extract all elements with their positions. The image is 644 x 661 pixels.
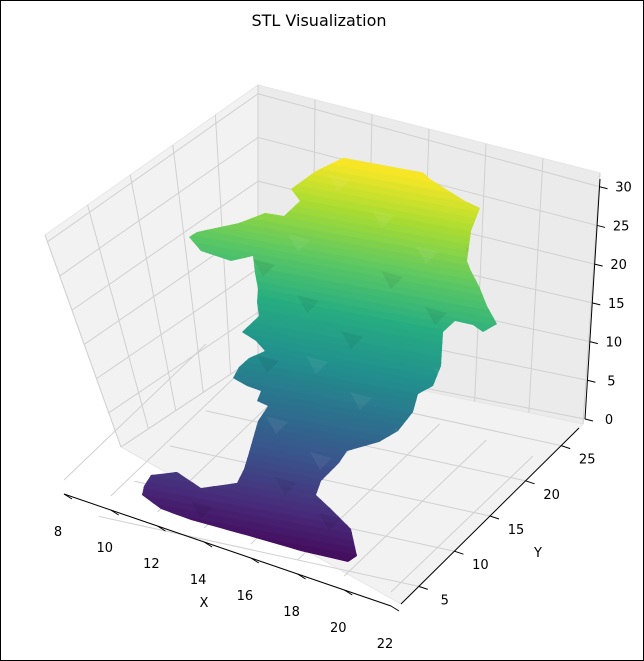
y-axis-label: Y bbox=[533, 546, 542, 561]
mesh-facet bbox=[266, 416, 288, 434]
grid-line-z-left bbox=[47, 93, 259, 243]
mesh-facet bbox=[425, 307, 447, 325]
mesh-facet bbox=[350, 392, 372, 410]
mesh-facet bbox=[416, 246, 438, 264]
z-tick-mark bbox=[587, 379, 596, 383]
z-tick-label: 5 bbox=[607, 374, 615, 389]
grid-line-left bbox=[172, 144, 204, 393]
mesh-facet bbox=[306, 356, 328, 374]
grid-line-back bbox=[582, 172, 601, 425]
z-tick-label: 0 bbox=[605, 413, 613, 428]
z-tick-mark bbox=[596, 224, 606, 228]
z-tick-label: 10 bbox=[606, 336, 623, 351]
x-tick-label: 20 bbox=[330, 621, 347, 636]
grid-line-back bbox=[474, 143, 487, 402]
grid-line-x bbox=[390, 455, 534, 593]
grid-line-z-left bbox=[71, 180, 259, 311]
mesh-facet bbox=[235, 537, 257, 555]
axis-ticks: 8 10 12 14 16 18 20 22 5 10 15 20 25 0 5 10 15 20 25 30 bbox=[54, 178, 632, 652]
grid-line-left bbox=[87, 204, 149, 429]
y-tick-mark bbox=[454, 550, 464, 555]
mesh-facet bbox=[310, 452, 332, 470]
y-axis-line bbox=[400, 427, 580, 605]
x-tick-mark bbox=[390, 605, 400, 612]
mesh-facet bbox=[372, 210, 394, 228]
grid-line-z-left bbox=[108, 311, 259, 414]
grid-line-back bbox=[528, 158, 544, 413]
grid-line-left bbox=[129, 174, 177, 411]
z-tick-mark bbox=[584, 418, 594, 422]
x-tick-label: 12 bbox=[143, 557, 160, 572]
z-tick-label: 25 bbox=[613, 219, 630, 234]
x-axis-label: X bbox=[200, 596, 209, 611]
y-tick-label: 10 bbox=[472, 558, 489, 573]
grid-line-left bbox=[44, 234, 122, 448]
x-tick-label: 22 bbox=[377, 637, 394, 652]
y-tick-label: 5 bbox=[441, 593, 449, 608]
z-tick-label: 15 bbox=[608, 297, 625, 312]
z-tick-mark bbox=[589, 341, 598, 345]
x-tick-label: 10 bbox=[96, 541, 113, 556]
y-tick-mark bbox=[561, 445, 571, 450]
y-tick-label: 15 bbox=[508, 523, 525, 538]
z-tick-mark bbox=[594, 263, 603, 267]
mesh-facet bbox=[253, 259, 275, 277]
grid-line-x bbox=[343, 439, 487, 577]
grid-line-y bbox=[169, 445, 491, 517]
z-tick-mark bbox=[592, 302, 601, 306]
x-tick-label: 8 bbox=[54, 525, 62, 540]
x-tick-label: 14 bbox=[190, 573, 207, 588]
y-tick-label: 20 bbox=[543, 488, 560, 503]
y-tick-mark bbox=[525, 480, 535, 485]
mesh-facet bbox=[319, 513, 341, 531]
y-tick-mark bbox=[418, 585, 428, 590]
y-tick-label: 25 bbox=[579, 453, 596, 468]
z-axis-line bbox=[584, 178, 601, 420]
chart-title: STL Visualization bbox=[252, 11, 387, 30]
mesh-facet bbox=[275, 477, 297, 495]
z-tick-mark bbox=[599, 186, 608, 190]
z-tick-label: 30 bbox=[615, 181, 632, 196]
grid-line-x bbox=[110, 359, 254, 497]
x-tick-label: 16 bbox=[237, 589, 254, 604]
mesh-facet bbox=[341, 331, 363, 349]
grid-line-z-left bbox=[96, 268, 259, 380]
grid-line-z-left bbox=[59, 137, 259, 277]
y-tick-mark bbox=[489, 515, 500, 520]
z-tick-label: 20 bbox=[610, 258, 627, 273]
grid-line-z-left bbox=[120, 355, 259, 448]
mesh-facet bbox=[381, 271, 403, 289]
grid-line-y bbox=[98, 515, 419, 587]
mesh-facet bbox=[297, 295, 319, 313]
mesh-facet bbox=[288, 234, 310, 252]
x-tick-label: 18 bbox=[283, 605, 300, 620]
x-axis-line bbox=[63, 493, 392, 607]
mesh-facet bbox=[191, 501, 213, 519]
mesh-facet bbox=[257, 355, 279, 373]
grid-line-x bbox=[63, 343, 207, 481]
mesh-facet bbox=[328, 174, 350, 192]
